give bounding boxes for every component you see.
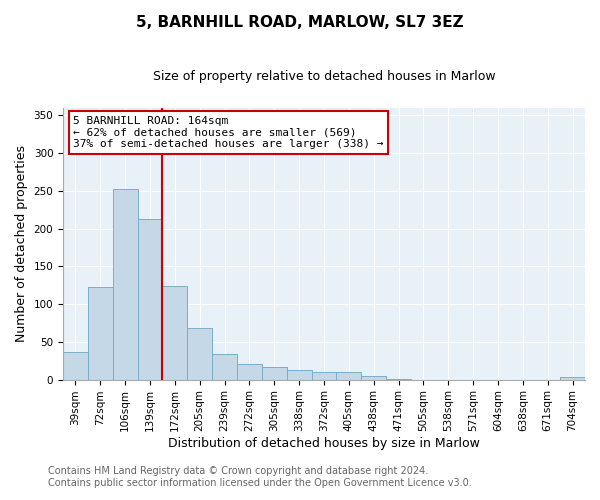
Text: Contains HM Land Registry data © Crown copyright and database right 2024.
Contai: Contains HM Land Registry data © Crown c… bbox=[48, 466, 472, 487]
Text: 5 BARNHILL ROAD: 164sqm
← 62% of detached houses are smaller (569)
37% of semi-d: 5 BARNHILL ROAD: 164sqm ← 62% of detache… bbox=[73, 116, 384, 149]
Bar bbox=[560, 378, 585, 380]
Title: Size of property relative to detached houses in Marlow: Size of property relative to detached ho… bbox=[153, 70, 496, 83]
Bar bbox=[311, 372, 337, 380]
Bar bbox=[187, 328, 212, 380]
Bar bbox=[361, 376, 386, 380]
Bar bbox=[163, 286, 187, 380]
Bar bbox=[337, 372, 361, 380]
Bar bbox=[262, 367, 287, 380]
Bar bbox=[63, 352, 88, 380]
Bar bbox=[237, 364, 262, 380]
Bar bbox=[137, 219, 163, 380]
Bar bbox=[287, 370, 311, 380]
Bar bbox=[386, 379, 411, 380]
Y-axis label: Number of detached properties: Number of detached properties bbox=[15, 145, 28, 342]
Bar bbox=[113, 190, 137, 380]
Text: 5, BARNHILL ROAD, MARLOW, SL7 3EZ: 5, BARNHILL ROAD, MARLOW, SL7 3EZ bbox=[136, 15, 464, 30]
X-axis label: Distribution of detached houses by size in Marlow: Distribution of detached houses by size … bbox=[168, 437, 480, 450]
Bar bbox=[212, 354, 237, 380]
Bar bbox=[88, 288, 113, 380]
